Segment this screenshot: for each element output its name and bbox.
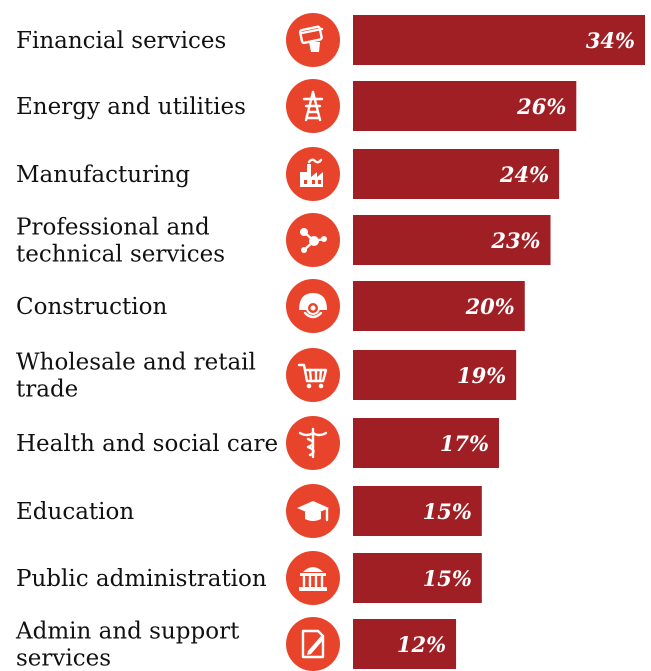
category-label: Public administration (16, 566, 267, 592)
value-label: 26% (516, 94, 566, 119)
bar (353, 215, 551, 265)
hard-hat-icon (286, 279, 340, 333)
value-label: 19% (457, 363, 506, 388)
credit-card-icon (286, 13, 340, 67)
category-label: Professional and technical services (16, 215, 225, 268)
category-label: Admin and support services (15, 619, 240, 671)
category-label: Construction (16, 294, 167, 320)
bar (353, 486, 482, 536)
graduation-cap-icon (286, 484, 340, 538)
caduceus-icon (286, 416, 340, 470)
category-label: Education (16, 499, 134, 525)
bar (353, 553, 482, 603)
network-nodes-icon (286, 213, 340, 267)
document-pen-icon (286, 617, 340, 671)
category-label: Manufacturing (16, 162, 190, 188)
factory-icon (286, 147, 340, 201)
bar (353, 619, 457, 669)
bar (353, 418, 499, 468)
shopping-cart-icon (286, 348, 340, 402)
bar (353, 281, 525, 331)
value-label: 20% (465, 294, 515, 319)
bar (353, 350, 517, 400)
power-pylon-icon (286, 79, 340, 133)
value-label: 34% (586, 28, 635, 53)
value-label: 24% (499, 162, 549, 187)
category-label: Wholesale and retail trade (16, 350, 256, 403)
value-label: 15% (423, 566, 472, 591)
value-label: 23% (490, 228, 540, 253)
category-label: Energy and utilities (16, 94, 246, 120)
government-building-icon (286, 551, 340, 605)
category-label: Health and social care (16, 431, 278, 457)
bar (353, 81, 577, 131)
value-label: 17% (440, 431, 489, 456)
value-label: 15% (423, 499, 472, 524)
value-label: 12% (397, 632, 446, 657)
category-label: Financial services (16, 28, 226, 54)
bar (353, 15, 645, 65)
bar (353, 149, 560, 199)
